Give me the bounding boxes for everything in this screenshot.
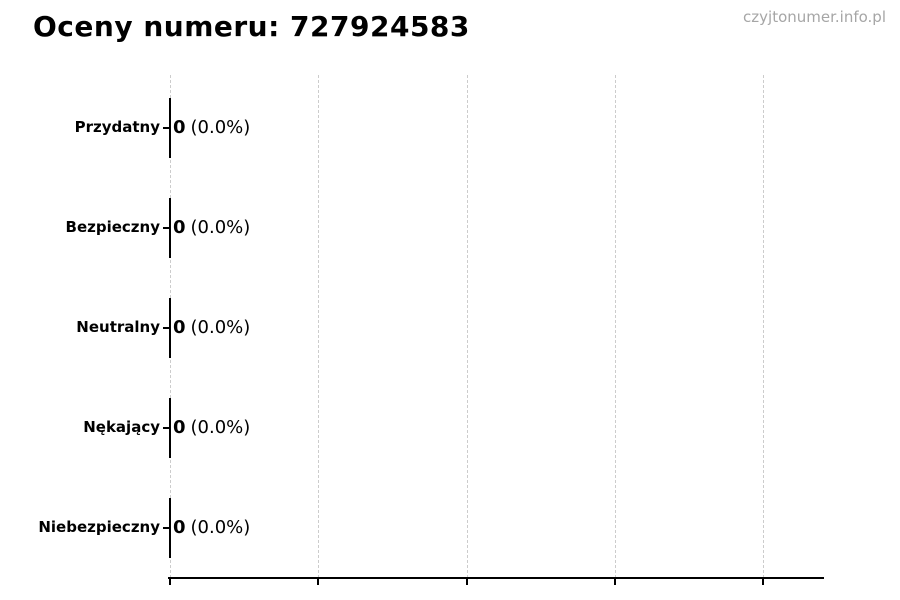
category-label: Neutralny <box>76 318 160 336</box>
x-axis-tick <box>614 579 616 585</box>
y-axis-tick <box>163 327 170 329</box>
chart-title: Oceny numeru: 727924583 <box>33 10 470 43</box>
value-count: 0 <box>173 417 186 438</box>
x-axis-tick <box>169 579 171 585</box>
value-count: 0 <box>173 517 186 538</box>
x-axis-line <box>168 577 824 579</box>
value-percent: (0.0%) <box>190 317 251 338</box>
x-axis-tick <box>762 579 764 585</box>
bar-zero-width <box>169 398 171 458</box>
bar-zero-width <box>169 198 171 258</box>
value-label: 0 (0.0%) <box>173 415 250 440</box>
category-label: Bezpieczny <box>65 218 160 236</box>
value-count: 0 <box>173 317 186 338</box>
y-axis-tick <box>163 127 170 129</box>
value-count: 0 <box>173 217 186 238</box>
bar-zero-width <box>169 498 171 558</box>
value-percent: (0.0%) <box>190 417 251 438</box>
category-label: Nękający <box>83 418 160 436</box>
y-axis-tick <box>163 427 170 429</box>
bar-zero-width <box>169 298 171 358</box>
category-label: Przydatny <box>74 118 160 136</box>
value-label: 0 (0.0%) <box>173 315 250 340</box>
value-label: 0 (0.0%) <box>173 115 250 140</box>
value-percent: (0.0%) <box>190 517 251 538</box>
y-axis-tick <box>163 227 170 229</box>
category-label: Niebezpieczny <box>38 518 160 536</box>
value-percent: (0.0%) <box>190 117 251 138</box>
watermark: czyjtonumer.info.pl <box>743 8 886 26</box>
x-axis-tick <box>317 579 319 585</box>
value-label: 0 (0.0%) <box>173 215 250 240</box>
x-axis-tick <box>466 579 468 585</box>
bar-zero-width <box>169 98 171 158</box>
gridline <box>763 75 764 578</box>
gridline <box>318 75 319 578</box>
y-axis-tick <box>163 527 170 529</box>
gridline <box>615 75 616 578</box>
gridline <box>467 75 468 578</box>
value-percent: (0.0%) <box>190 217 251 238</box>
value-label: 0 (0.0%) <box>173 515 250 540</box>
value-count: 0 <box>173 117 186 138</box>
